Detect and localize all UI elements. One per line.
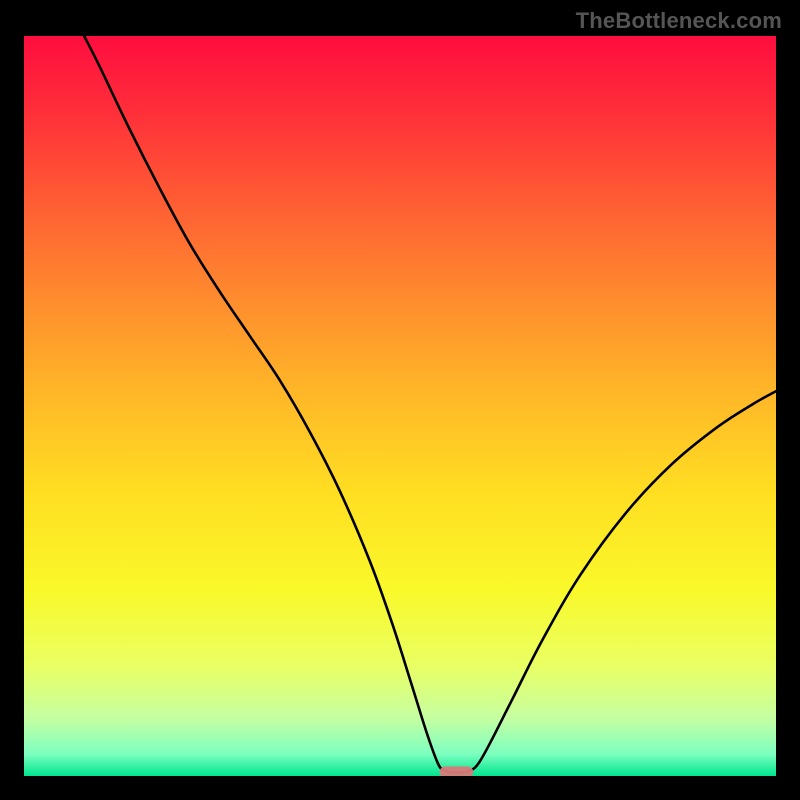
source-label: TheBottleneck.com <box>576 8 782 34</box>
optimal-marker <box>439 766 473 776</box>
bottleneck-curve-chart <box>24 36 776 776</box>
plot-area <box>24 36 776 776</box>
gradient-background <box>24 36 776 776</box>
frame: TheBottleneck.com <box>0 0 800 800</box>
